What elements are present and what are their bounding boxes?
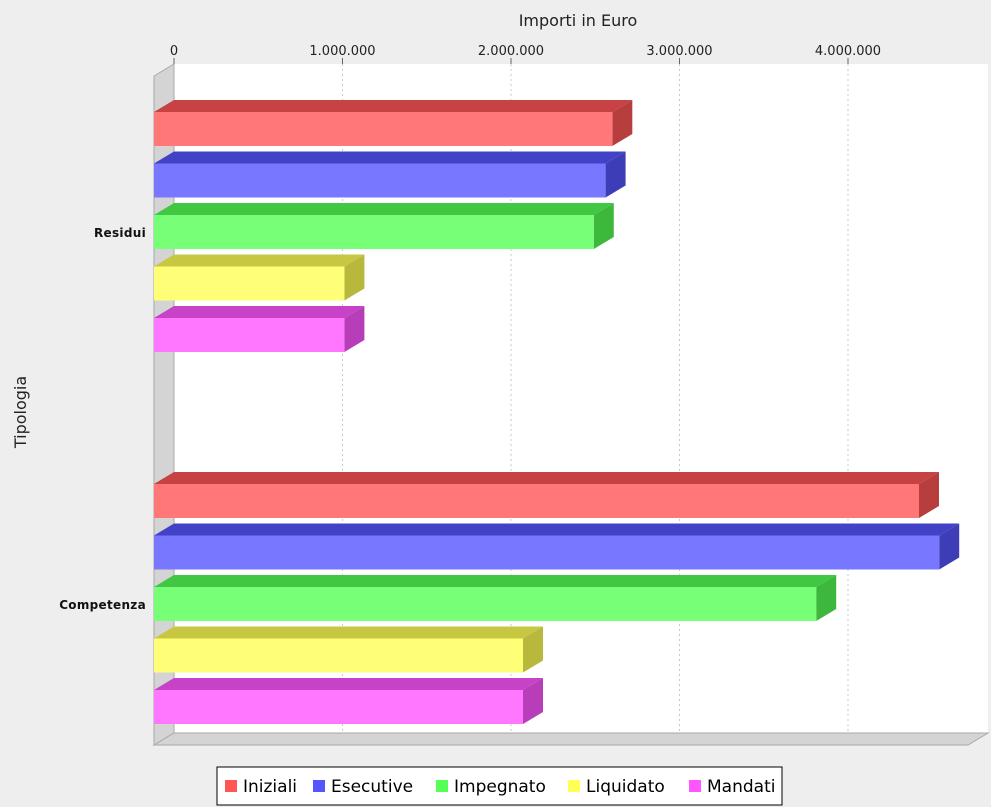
bar-top-face <box>154 626 544 639</box>
x-axis-ticks: 0 1.000.000 2.000.000 3.000.000 4.000.000 <box>170 44 881 64</box>
bar-front-face <box>154 535 940 570</box>
bar-side-face <box>816 575 837 621</box>
bar-front-face <box>154 484 919 518</box>
bar-side-face <box>605 151 626 198</box>
bar-front-face <box>154 266 345 301</box>
floor-wall <box>152 732 990 746</box>
bar <box>154 523 960 570</box>
bar-side-face <box>918 472 939 518</box>
y-axis-title: Tipologia <box>11 376 30 449</box>
bar-top-face <box>154 306 365 318</box>
bar-side-face <box>523 678 544 724</box>
legend-item: Iniziali <box>225 777 297 797</box>
bar <box>154 626 544 673</box>
bar-side-face <box>344 254 365 301</box>
legend-label: Impegnato <box>454 777 546 797</box>
legend-label: Iniziali <box>243 777 297 797</box>
legend-swatch <box>313 780 325 792</box>
bar-front-face <box>154 215 594 249</box>
bar-side-face <box>523 626 544 673</box>
tick-label: 1.000.000 <box>309 44 375 59</box>
bar <box>154 678 544 724</box>
bar-front-face <box>154 638 524 673</box>
bar-side-face <box>593 203 614 249</box>
bar-top-face <box>154 575 837 587</box>
legend-label: Esecutive <box>331 777 413 797</box>
legend-box <box>216 766 783 806</box>
legend: Iniziali Esecutive Impegnato Liquidato Manda… <box>216 766 783 806</box>
legend-item: Mandati <box>689 777 775 797</box>
bar-top-face <box>154 100 633 112</box>
bar <box>154 100 633 146</box>
bar-front-face <box>154 163 606 198</box>
tick-label: 4.000.000 <box>815 44 881 59</box>
category-label: Competenza <box>59 598 146 612</box>
bar-side-face <box>344 306 365 352</box>
bar-top-face <box>154 472 939 484</box>
bar-front-face <box>154 318 345 352</box>
bar-front-face <box>154 690 524 724</box>
bar <box>154 472 939 518</box>
legend-swatch <box>568 780 580 792</box>
bar-top-face <box>154 151 626 164</box>
bars <box>154 100 960 724</box>
bar <box>154 254 365 301</box>
bar-side-face <box>939 523 960 570</box>
tick-label: 3.000.000 <box>646 44 712 59</box>
bar-front-face <box>154 112 613 146</box>
bar-front-face <box>154 587 817 621</box>
tick-label: 0 <box>170 44 178 59</box>
y-axis-categories: Residui Competenza <box>59 226 146 612</box>
bar-top-face <box>154 523 960 536</box>
legend-item: Impegnato <box>436 777 546 797</box>
bar <box>154 151 626 198</box>
bar <box>154 306 365 352</box>
legend-item: Esecutive <box>313 777 413 797</box>
category-label: Residui <box>94 226 146 240</box>
legend-swatch <box>436 780 448 792</box>
legend-swatch <box>225 780 237 792</box>
bar-top-face <box>154 203 614 215</box>
bar-side-face <box>612 100 633 146</box>
legend-swatch <box>689 780 701 792</box>
x-axis-title: Importi in Euro <box>519 11 638 30</box>
legend-label: Mandati <box>707 777 775 797</box>
bar-top-face <box>154 678 544 690</box>
bar <box>154 203 614 249</box>
bar <box>154 575 837 621</box>
bar-top-face <box>154 254 365 267</box>
legend-item: Liquidato <box>568 777 665 797</box>
tick-label: 2.000.000 <box>478 44 544 59</box>
legend-label: Liquidato <box>586 777 665 797</box>
